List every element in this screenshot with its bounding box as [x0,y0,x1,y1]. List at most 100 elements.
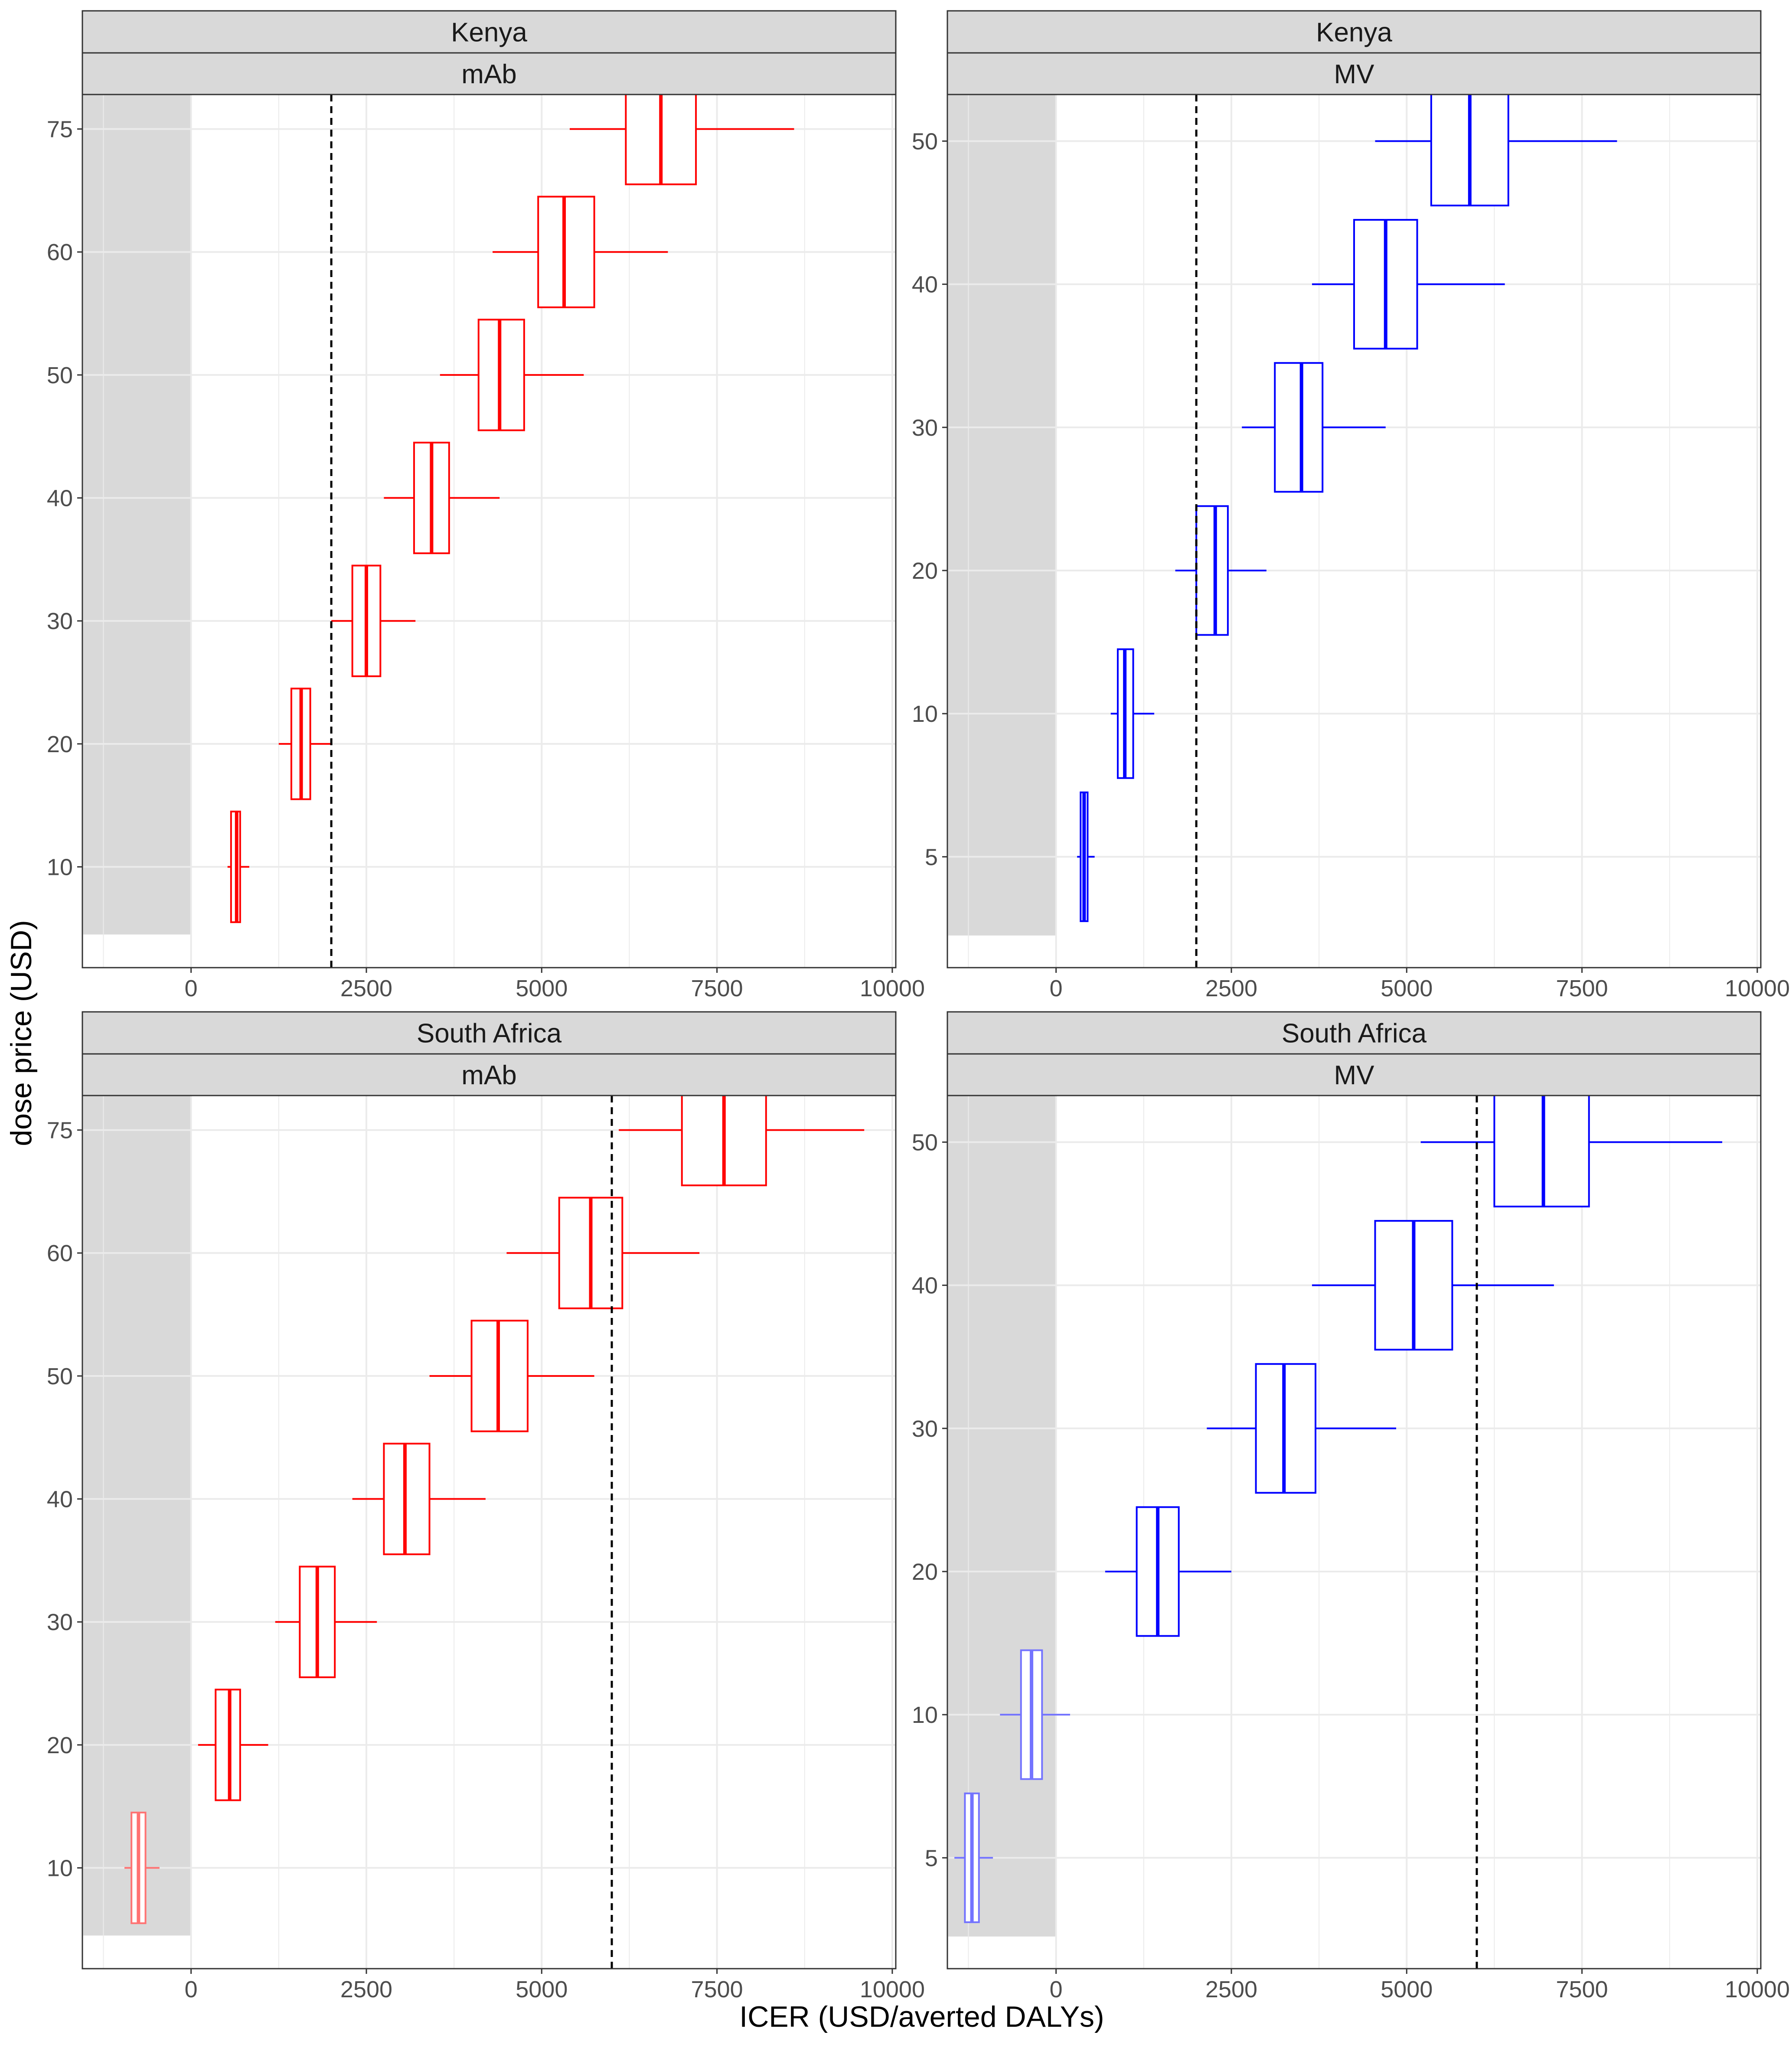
box-iqr [1493,1076,1590,1208]
boxplot-mv-price-10 [1000,1649,1071,1780]
x-tick-label: 5000 [516,1976,568,2002]
boxplot-mab-price-10 [227,810,249,923]
boxplot-mab-price-60 [493,196,668,308]
boxplot-mab-price-10 [124,1811,160,1924]
y-tick-label: 5 [925,844,938,870]
panel-background [82,95,896,968]
y-tick-label: 40 [912,272,938,298]
panel-kenya-mv: 0 2500 5000 7500 10000 5 10 20 30 40 50 Kenya MV [912,10,1790,1001]
x-tick-label: 0 [185,975,198,1001]
x-tick-label: 7500 [691,1976,743,2002]
strip-country-label: South Africa [417,1019,562,1049]
boxplot-mv-price-10 [1110,648,1155,779]
boxplot-mv-price-40 [1312,219,1505,350]
panel-background [82,1096,896,1969]
x-axis-title: ICER (USD/averted DALYs) [739,2000,1104,2033]
boxplot-mab-price-20 [278,688,332,800]
x-tick-label: 5000 [1381,975,1433,1001]
x-tick-label: 7500 [691,975,743,1001]
y-tick-label: 50 [912,128,938,154]
boxplot-mab-price-30 [331,564,416,677]
strip-country-label: Kenya [1316,18,1392,48]
box-iqr [383,1442,431,1556]
y-tick-label: 10 [912,1702,938,1728]
x-tick-label: 10000 [1725,975,1790,1001]
y-tick-label: 10 [47,1856,73,1882]
strip-product [82,52,897,95]
y-tick-label: 20 [912,558,938,584]
boxplot-mab-price-40 [384,441,500,554]
panel-kenya-mab: 0 2500 5000 7500 10000 10 20 30 40 50 60 75 Kenya mAb [47,10,925,1001]
x-tick-label: 2500 [1205,1976,1257,2002]
y-tick-label: 40 [47,1487,73,1513]
x-tick-label: 7500 [1556,975,1608,1001]
cost-saving-band [948,62,1056,936]
y-tick-label: 50 [47,362,73,388]
y-tick-label: 10 [912,701,938,727]
strip-product-label: mAb [461,1060,516,1090]
x-tick-label: 0 [185,1976,198,2002]
boxplot-mv-price-5 [1077,791,1095,922]
x-tick-label: 7500 [1556,1976,1608,2002]
x-tick-label: 5000 [516,975,568,1001]
y-tick-label: 75 [47,117,73,143]
y-tick-label: 20 [47,731,73,757]
strip-country [947,1011,1762,1055]
strip-country-label: Kenya [451,18,527,48]
box-iqr [1274,362,1324,493]
panel-south-africa-mv: 0 2500 5000 7500 10000 5 10 20 30 40 50 South Afric… [912,1011,1790,2002]
boxplot-mv-price-50 [1420,1076,1723,1208]
x-tick-label: 10000 [860,1976,925,2002]
y-tick-label: 50 [912,1129,938,1155]
y-axis-title: dose price (USD) [5,920,38,1146]
strip-country [947,10,1762,54]
strip-product-label: MV [1334,59,1375,89]
y-tick-label: 10 [47,854,73,881]
y-tick-label: 20 [47,1732,73,1758]
boxplot-mv-price-40 [1312,1220,1554,1351]
x-tick-label: 2500 [1205,975,1257,1001]
box-iqr [537,196,595,308]
boxplot-mv-price-20 [1105,1506,1231,1637]
strip-country-label: South Africa [1282,1019,1427,1049]
y-tick-label: 30 [47,608,73,634]
x-tick-label: 0 [1050,1976,1063,2002]
panel-south-africa-mab: 0 2500 5000 7500 10000 10 20 30 40 50 60 75 South Af… [47,1011,925,2002]
strip-country [82,1011,897,1055]
y-tick-label: 5 [925,1845,938,1871]
x-tick-label: 2500 [340,1976,392,2002]
y-tick-label: 75 [47,1118,73,1144]
y-tick-label: 30 [912,1416,938,1442]
y-tick-label: 20 [912,1559,938,1585]
x-tick-label: 10000 [1725,1976,1790,2002]
y-tick-label: 50 [47,1363,73,1389]
y-tick-label: 40 [912,1273,938,1299]
y-tick-label: 60 [47,1240,73,1266]
y-tick-label: 30 [912,415,938,441]
boxplot-mab-price-50 [429,1320,594,1432]
boxplot-mv-price-5 [954,1792,993,1923]
x-tick-label: 5000 [1381,1976,1433,2002]
y-tick-label: 40 [47,486,73,512]
boxplot-mab-price-40 [352,1442,486,1556]
box-iqr [1255,1363,1317,1494]
boxplot-mab-price-20 [198,1689,268,1801]
y-tick-label: 30 [47,1609,73,1635]
strip-country [82,10,897,54]
strip-product [82,1053,897,1096]
boxplot-mv-price-30 [1207,1363,1397,1494]
box-iqr [215,1689,241,1801]
y-tick-label: 60 [47,239,73,265]
strip-product [947,52,1762,95]
box-iqr [1195,505,1229,636]
boxplot-mab-price-50 [440,319,584,431]
strip-product [947,1053,1762,1096]
boxplot-mv-price-50 [1375,75,1617,207]
boxplot-mv-price-20 [1175,505,1266,636]
x-tick-label: 2500 [340,975,392,1001]
strip-product-label: mAb [461,59,516,89]
panel-background [947,1096,1761,1969]
strip-product-label: MV [1334,1060,1375,1090]
